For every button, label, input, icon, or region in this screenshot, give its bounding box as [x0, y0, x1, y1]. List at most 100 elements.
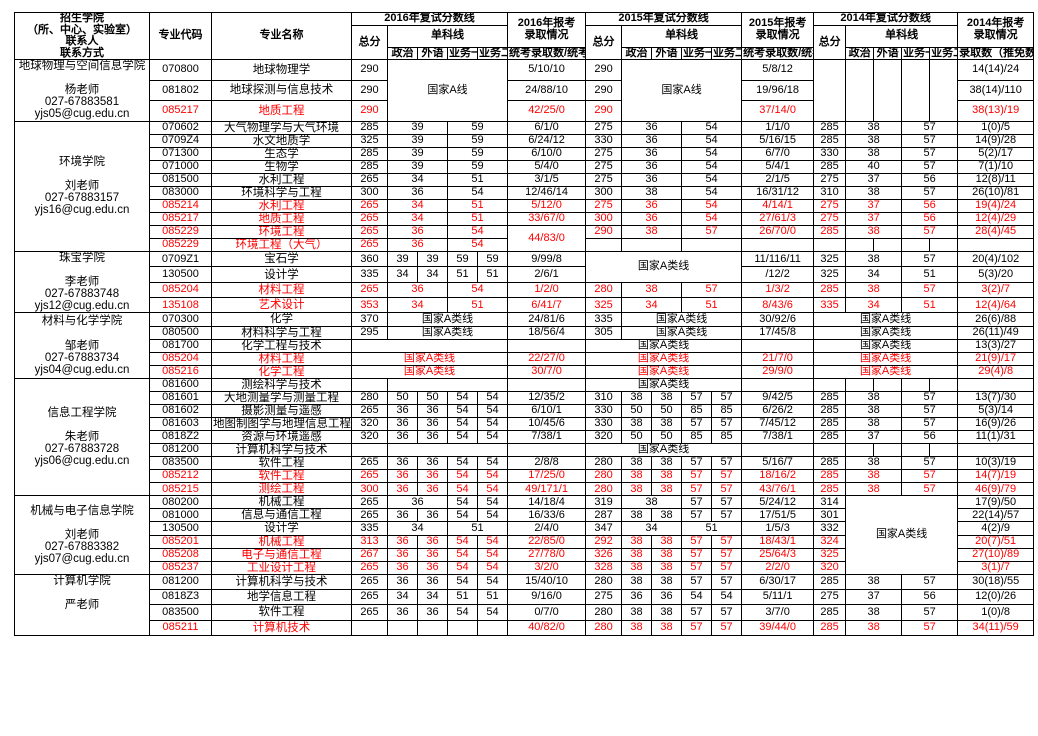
admission-2014-cell: 26(11)/49 — [957, 325, 1035, 340]
foreign-2016-cell: 36 — [417, 573, 448, 591]
total-2016-cell — [351, 377, 388, 392]
politics-2015-cell: 38 — [621, 619, 653, 637]
biz2-2016-cell: 54 — [476, 547, 509, 562]
admission-2015-cell: 27/61/3 — [741, 211, 815, 227]
biz2-2015-cell: 57 — [711, 619, 743, 637]
major-name-cell: 计算机科学与技术 — [211, 573, 352, 591]
major-name-cell: 机械工程 — [211, 534, 352, 549]
admission-2016-cell: 24/81/6 — [507, 312, 587, 327]
admission-2015-cell: 21/7/0 — [741, 351, 815, 366]
foreign-2014-cell: 57 — [901, 390, 959, 405]
biz2-2016-cell — [476, 619, 509, 637]
foreign-2014-cell: 57 — [901, 469, 959, 484]
major-code-cell: 081603 — [149, 416, 212, 432]
foreign-2015-cell: 38 — [651, 619, 683, 637]
politics-2016-cell: 36 — [387, 604, 418, 621]
admission-2015-cell: 5/8/12 — [741, 59, 815, 81]
major-name-cell: 水利工程 — [211, 198, 352, 213]
admission-2015-cell: 18/16/2 — [741, 469, 815, 484]
foreign-2015-cell: 54 — [681, 211, 743, 227]
header-group-2014-admission: 2014年报考 录取情况 — [957, 12, 1035, 48]
admission-2014-cell: 28(4)/45 — [957, 224, 1035, 240]
major-name-cell: 化学 — [211, 312, 352, 327]
total-2014-cell: 314 — [813, 495, 847, 510]
admission-2014-cell: 1(0)/8 — [957, 604, 1035, 621]
admission-2014-cell: 5(3)/14 — [957, 403, 1035, 418]
major-code-cell: 085212 — [149, 469, 212, 484]
foreign-2014-cell: 57 — [901, 251, 959, 268]
header-politics-2016: 政治 — [387, 46, 418, 61]
admission-2016-cell: 24/88/10 — [507, 79, 587, 102]
table-row: 085216 化学工程 国家A类线 30/7/0 国家A类线 29/9/0 国家A类线 29(… — [15, 364, 1035, 379]
foreign-2015-cell: 57 — [681, 224, 743, 240]
table-row: 130500 设计学 335 34 34 51 51 2/6/1/12/2 325 34 51 5(3… — [15, 266, 1035, 283]
biz1-2015-cell: 57 — [681, 619, 713, 637]
total-2015-cell: 280 — [585, 281, 623, 299]
major-code-cell: 085214 — [149, 198, 212, 213]
major-code-cell: 085211 — [149, 619, 212, 637]
politics-2015-cell: 38 — [621, 281, 683, 299]
admission-2016-cell — [507, 338, 587, 353]
major-code-cell: 081000 — [149, 508, 212, 523]
admission-2016-cell: 15/40/10 — [507, 573, 587, 591]
major-code-cell: 085237 — [149, 560, 212, 575]
admission-2016-cell: 9/99/8 — [507, 251, 587, 268]
total-2016-cell: 285 — [351, 146, 388, 161]
politics-2014-cell: 34 — [845, 266, 903, 283]
biz1-2015-cell: 57 — [681, 604, 713, 621]
foreign-2016-cell: 36 — [417, 416, 448, 432]
biz1-2016-cell: 54 — [447, 390, 478, 405]
national-line-2014-cell: 国家A类线 — [845, 495, 959, 575]
foreign-2015-cell: 54 — [681, 133, 743, 148]
major-name-cell: 水利工程 — [211, 172, 352, 187]
foreign-2014-cell: 57 — [901, 619, 959, 637]
admission-2016-cell: 12/46/14 — [507, 185, 587, 200]
foreign-2014-cell — [873, 377, 903, 392]
total-2015-cell: 330 — [585, 416, 623, 432]
total-2015-cell: 280 — [585, 604, 623, 621]
header-adm-detail-2014: 录取数（推免数）/报考数 — [957, 46, 1035, 61]
table-row: 085229 环境工程（大气） 265 36 54 — [15, 238, 1035, 253]
total-2016-cell: 265 — [351, 469, 388, 484]
politics-2016-cell: 50 — [387, 390, 418, 405]
table-row: 085229 环境工程 265 36 54 44/83/0 290 38 57 26/70/0 28… — [15, 224, 1035, 253]
admission-2015-cell: 8/43/6 — [741, 297, 815, 314]
table-row: 083500 软件工程 265 36 36 54 54 0/7/0 280 38 38 57 57 3/7… — [15, 604, 1035, 621]
national-line-2014-cell: 国家A类线 — [813, 325, 959, 340]
national-line-2016-cell — [350, 338, 509, 353]
total-2015-cell: 275 — [585, 159, 623, 174]
major-code-cell: 081500 — [149, 172, 212, 187]
table-row: 085208 电子与通信工程 267 36 36 54 54 27/78/0 326 38 38 57… — [15, 547, 1035, 562]
politics-2015-cell: 36 — [621, 198, 683, 213]
admission-2014-cell: 17(9)/50 — [957, 495, 1035, 510]
admission-2014-cell: 12(4)/29 — [957, 211, 1035, 227]
politics-2014-cell — [845, 238, 875, 253]
national-line-2014-cell: 国家A类线 — [813, 351, 959, 366]
total-2016-cell: 325 — [351, 133, 388, 148]
table-row: 081700 化学工程与技术 国家A类线 国家A类线 13(3)/27 — [15, 338, 1035, 353]
admission-2015-cell: 4/14/1 — [741, 198, 815, 213]
admission-2016-cell: 1/2/0 — [507, 281, 587, 299]
foreign-2016-cell: 36 — [417, 508, 448, 523]
total-2015-cell: 325 — [585, 297, 623, 314]
biz1-2014-cell — [901, 443, 931, 458]
total-2014-cell: 275 — [813, 198, 847, 213]
admission-2016-cell: 9/16/0 — [507, 589, 587, 606]
table-row: 085204 材料工程 国家A类线 22/27/0 国家A类线 21/7/0 国家A类线 21… — [15, 351, 1035, 366]
foreign-2015-cell: 38 — [651, 534, 683, 549]
admission-2014-cell: 14(14)/24 — [957, 59, 1035, 81]
national-line-2015-cell: 国家A类线 — [621, 325, 743, 340]
total-2016-cell: 265 — [351, 495, 388, 510]
major-name-cell: 艺术设计 — [211, 297, 352, 314]
admission-2014-cell: 26(6)/88 — [957, 312, 1035, 327]
politics-2015-cell: 36 — [621, 120, 683, 135]
politics-2014-cell: 38 — [845, 403, 903, 418]
major-name-cell: 摄影测量与遥感 — [211, 403, 352, 418]
national-line-2015-cell: 国家A类线 — [585, 377, 743, 392]
politics-2015-cell — [621, 238, 683, 253]
total-2015-cell: 290 — [585, 224, 623, 240]
major-code-cell: 135108 — [149, 297, 212, 314]
politics-2014-cell: 38 — [845, 416, 903, 432]
foreign-2016-cell: 39 — [417, 251, 448, 268]
major-code-cell: 081601 — [149, 390, 212, 405]
